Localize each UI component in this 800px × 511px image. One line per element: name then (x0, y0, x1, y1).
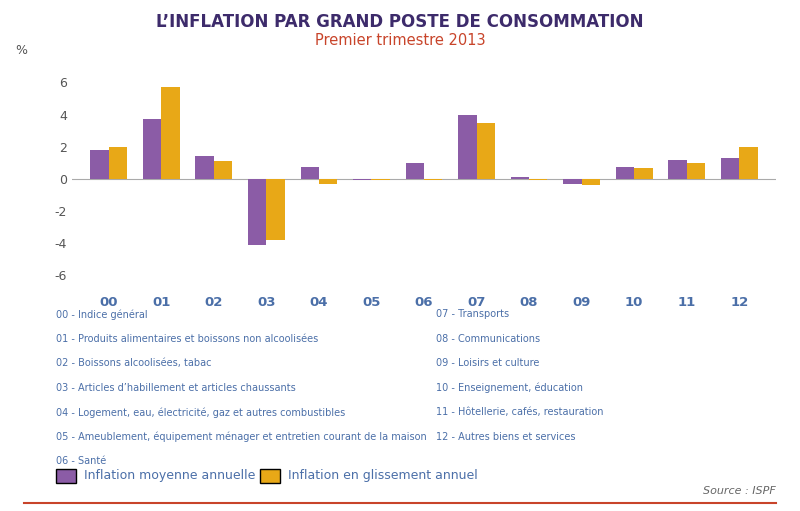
Bar (162, 87, 180, 179)
Text: Inflation en glissement annuel: Inflation en glissement annuel (288, 469, 478, 482)
Bar (563, 179, 582, 183)
Bar (406, 163, 424, 179)
Bar (616, 167, 634, 179)
Bar (686, 163, 705, 179)
Bar (301, 167, 319, 179)
Text: 01 - Produits alimentaires et boissons non alcoolisées: 01 - Produits alimentaires et boissons n… (56, 334, 318, 344)
Bar (424, 179, 442, 180)
Text: %: % (16, 44, 28, 57)
Text: 04 - Logement, eau, électricité, gaz et autres combustibles: 04 - Logement, eau, électricité, gaz et … (56, 407, 346, 418)
Bar (319, 179, 338, 183)
Bar (248, 179, 266, 245)
Bar (458, 114, 477, 179)
Bar (214, 161, 232, 179)
Text: 00 - Indice général: 00 - Indice général (56, 309, 148, 320)
Text: 03 - Articles d’habillement et articles chaussants: 03 - Articles d’habillement et articles … (56, 383, 296, 393)
Text: 07 - Transports: 07 - Transports (436, 309, 509, 319)
Bar (90, 150, 109, 179)
Bar (266, 179, 285, 240)
Text: 02 - Boissons alcoolisées, tabac: 02 - Boissons alcoolisées, tabac (56, 358, 211, 368)
Bar (721, 158, 739, 179)
Bar (510, 177, 529, 179)
Text: L’INFLATION PAR GRAND POSTE DE CONSOMMATION: L’INFLATION PAR GRAND POSTE DE CONSOMMAT… (156, 13, 644, 31)
Text: 08 - Communications: 08 - Communications (436, 334, 540, 344)
Text: 12 - Autres biens et services: 12 - Autres biens et services (436, 432, 575, 442)
Text: 05 - Ameublement, équipement ménager et entretien courant de la maison: 05 - Ameublement, équipement ménager et … (56, 432, 426, 443)
Text: Inflation moyenne annuelle: Inflation moyenne annuelle (84, 469, 255, 482)
Bar (143, 120, 162, 179)
Text: Premier trimestre 2013: Premier trimestre 2013 (314, 33, 486, 48)
Bar (529, 179, 547, 180)
Bar (109, 147, 127, 179)
Bar (477, 123, 495, 179)
Bar (582, 179, 600, 185)
Bar (634, 168, 653, 179)
Bar (668, 159, 686, 179)
Bar (739, 147, 758, 179)
Text: 09 - Loisirs et culture: 09 - Loisirs et culture (436, 358, 539, 368)
Bar (371, 179, 390, 180)
Bar (195, 156, 214, 179)
Text: 11 - Hôtellerie, cafés, restauration: 11 - Hôtellerie, cafés, restauration (436, 407, 603, 417)
Text: 06 - Santé: 06 - Santé (56, 456, 106, 467)
Text: 10 - Enseignement, éducation: 10 - Enseignement, éducation (436, 383, 583, 393)
Bar (353, 179, 371, 180)
Text: Source : ISPF: Source : ISPF (703, 485, 776, 496)
